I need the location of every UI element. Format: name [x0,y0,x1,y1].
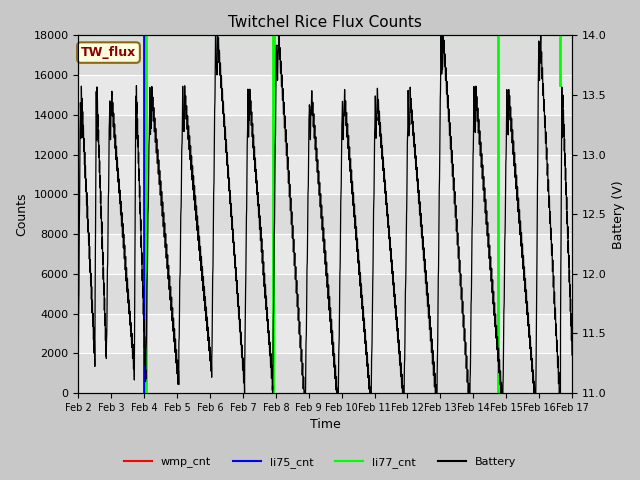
Bar [79,75,572,115]
Title: Twitchel Rice Flux Counts: Twitchel Rice Flux Counts [228,15,422,30]
Bar [79,313,572,353]
Y-axis label: Battery (V): Battery (V) [612,180,625,249]
Legend: wmp_cnt, li75_cnt, li77_cnt, Battery: wmp_cnt, li75_cnt, li77_cnt, Battery [120,452,520,472]
Bar [79,115,572,155]
Bar [79,194,572,234]
Bar [79,36,572,75]
Text: TW_flux: TW_flux [81,46,136,59]
Bar [79,274,572,313]
Y-axis label: Counts: Counts [15,192,28,236]
Bar [79,234,572,274]
Bar [79,353,572,393]
Bar [79,155,572,194]
X-axis label: Time: Time [310,419,340,432]
